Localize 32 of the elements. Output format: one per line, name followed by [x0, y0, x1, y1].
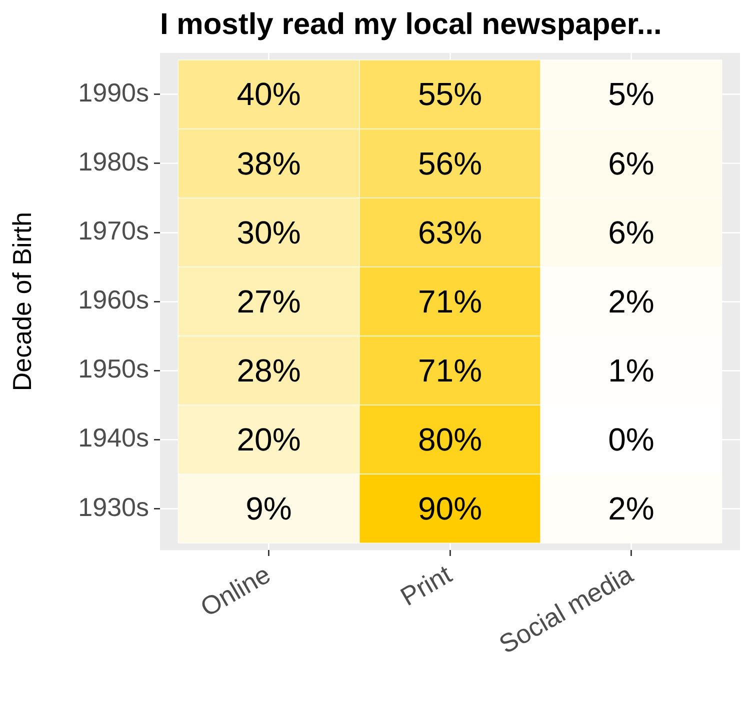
data-label: 90%: [418, 490, 482, 526]
x-tick-label: Print: [395, 558, 458, 612]
x-tick-label: Online: [195, 558, 276, 622]
y-tick-label: 1960s: [78, 284, 149, 315]
y-tick-label: 1950s: [78, 354, 149, 384]
data-label: 1%: [608, 352, 654, 388]
data-label: 6%: [608, 214, 654, 250]
y-tick-label: 1980s: [78, 146, 149, 177]
data-label: 6%: [608, 145, 654, 182]
data-label: 30%: [236, 214, 301, 250]
data-label: 80%: [418, 421, 482, 458]
y-tick-label: 1930s: [78, 492, 149, 522]
data-label: 63%: [418, 214, 482, 250]
y-tick-label: 1990s: [78, 78, 149, 108]
data-label: 71%: [418, 352, 482, 388]
data-label: 38%: [236, 145, 301, 182]
data-label: 0%: [608, 421, 654, 458]
data-label: 20%: [236, 421, 301, 458]
data-label: 9%: [246, 490, 292, 526]
data-label: 55%: [418, 76, 482, 112]
data-label: 71%: [418, 283, 482, 320]
y-axis-title: Decade of Birth: [6, 212, 37, 392]
data-label: 40%: [236, 76, 301, 112]
y-tick-label: 1940s: [78, 422, 149, 453]
data-label: 2%: [608, 490, 654, 526]
data-label: 28%: [236, 352, 301, 388]
data-label: 56%: [418, 145, 482, 182]
data-label: 27%: [236, 283, 301, 320]
chart-title: I mostly read my local newspaper...: [160, 8, 662, 41]
data-label: 2%: [608, 283, 654, 320]
data-label: 5%: [608, 76, 654, 112]
y-tick-label: 1970s: [78, 216, 149, 246]
